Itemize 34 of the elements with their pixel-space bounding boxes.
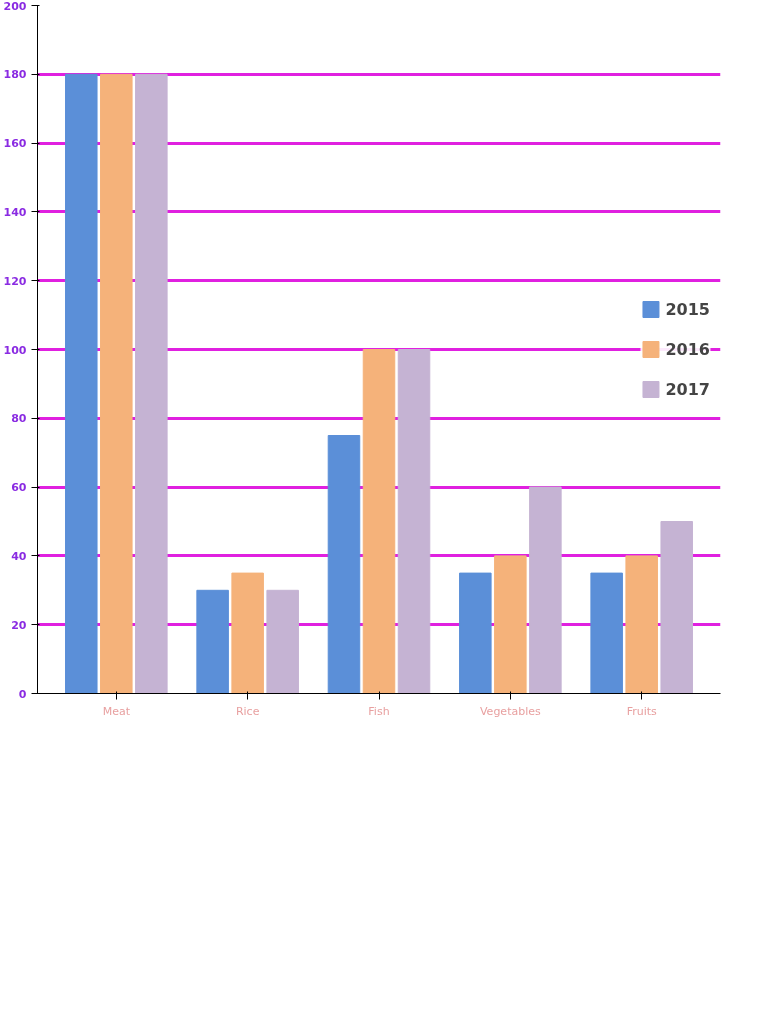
bar <box>625 555 658 694</box>
bar <box>529 486 562 694</box>
y-tick-label: 0 <box>18 687 27 701</box>
bar <box>459 572 492 694</box>
x-tick-label: Rice <box>235 704 260 718</box>
bar <box>266 589 299 694</box>
y-tick-label: 120 <box>3 274 27 288</box>
bar <box>196 589 229 694</box>
legend-label: 2015 <box>665 299 710 319</box>
y-tick-label: 140 <box>3 205 27 219</box>
y-tick-label: 20 <box>11 618 27 632</box>
bar <box>362 349 396 694</box>
bar <box>397 349 431 694</box>
bar <box>100 73 133 694</box>
bar <box>494 555 527 694</box>
x-tick-label: Fish <box>368 704 390 718</box>
y-tick-label: 100 <box>3 343 27 357</box>
bar <box>65 73 98 694</box>
bar <box>327 435 361 694</box>
y-tick-label: 60 <box>11 481 27 495</box>
bar <box>660 521 693 694</box>
bar <box>590 572 623 694</box>
bar <box>135 73 168 694</box>
y-tick-label: 200 <box>3 0 27 13</box>
x-tick-label: Meat <box>102 704 131 718</box>
x-tick-label: Vegetables <box>479 704 541 718</box>
x-tick-label: Fruits <box>626 704 658 718</box>
legend-label: 2016 <box>665 339 710 359</box>
legend-label: 2017 <box>665 379 710 399</box>
y-tick-label: 40 <box>11 549 27 563</box>
y-tick-label: 80 <box>11 412 27 426</box>
bar <box>231 572 264 694</box>
y-tick-label: 160 <box>3 137 27 151</box>
y-tick-label: 180 <box>3 68 27 82</box>
